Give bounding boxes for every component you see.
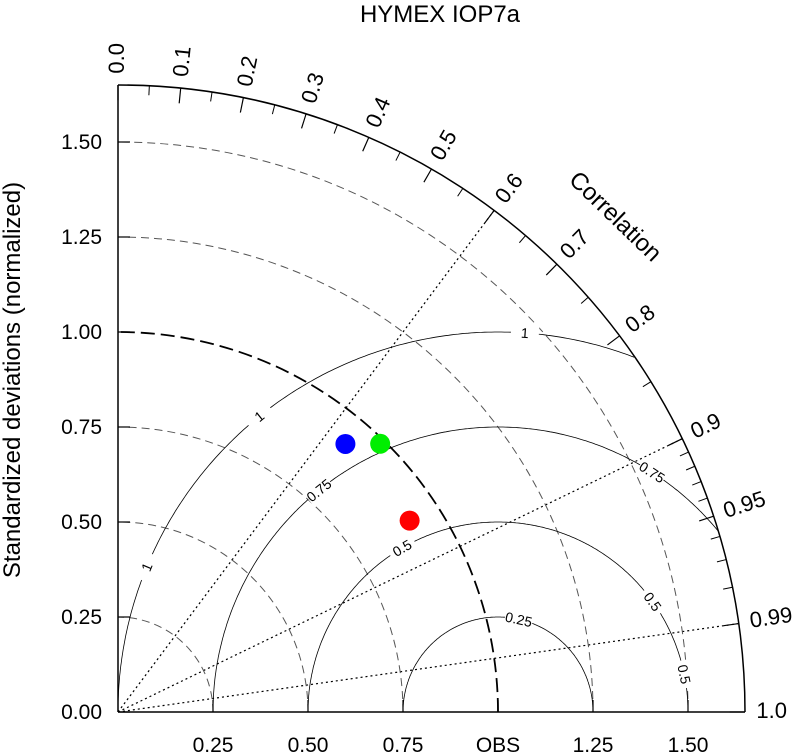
x-tick-label: 1.25 [573, 734, 614, 755]
y-tick-label: 1.50 [61, 131, 102, 154]
correlation-tick [668, 438, 683, 446]
correlation-tick [178, 88, 182, 104]
correlation-tick-label: 0.95 [720, 486, 768, 523]
contour-label-bg [133, 550, 159, 583]
correlation-tick [545, 263, 558, 276]
y-tick-label: 0.25 [61, 606, 102, 629]
correlation-tick [300, 113, 307, 129]
std-arc [117, 426, 404, 713]
correlation-minor-tick [679, 451, 689, 457]
correlation-tick [723, 622, 739, 627]
correlation-tick-label: 0.7 [555, 224, 594, 263]
correlation-minor-tick [457, 188, 464, 197]
correlation-tick-label: 0.5 [425, 126, 462, 165]
correlation-tick-label: 0.9 [686, 408, 724, 444]
correlation-tick-label: 0.8 [620, 299, 659, 337]
correlation-tick [699, 515, 714, 522]
correlation-tick-label: 1.0 [756, 698, 787, 723]
correlation-minor-tick [692, 481, 702, 486]
std-arc [117, 236, 594, 713]
x-tick-label: OBS [476, 734, 520, 755]
std-arc [117, 616, 214, 713]
correlation-minor-tick [333, 124, 338, 134]
rmsd-contour [117, 331, 635, 712]
outer-arc [117, 84, 746, 713]
y-tick-label: 0.50 [61, 511, 102, 534]
rmsd-contour [402, 616, 594, 712]
y-tick-label: 1.25 [61, 226, 102, 249]
correlation-minor-tick [685, 465, 696, 471]
contour-label-bg [636, 457, 669, 486]
y-tick-label: 0.75 [61, 416, 102, 439]
x-tick-label: 1.50 [668, 734, 709, 755]
contour-label: 0.75 [636, 458, 668, 486]
rmsd-contour [212, 426, 719, 712]
rmsd-contour [307, 521, 689, 712]
std-arc [117, 521, 309, 713]
contour-label: 0.25 [504, 609, 534, 631]
correlation-tick [423, 168, 433, 183]
contour-label: 1 [520, 325, 529, 342]
x-tick-label: 0.50 [288, 734, 329, 755]
data-point [399, 510, 420, 531]
correlation-minor-tick [716, 559, 727, 563]
correlation-minor-tick [580, 296, 589, 304]
y-tick-label: 1.00 [61, 321, 102, 344]
correlation-tick-label: 0.6 [490, 168, 528, 207]
correlation-minor-tick [698, 497, 708, 502]
contour-label-bg [385, 533, 418, 562]
data-point [335, 433, 356, 454]
contour-label-bg [242, 400, 275, 431]
y-axis-label: Standardized deviations (normalized) [0, 182, 26, 578]
correlation-tick-label: 0.4 [360, 93, 395, 131]
correlation-tick [239, 97, 244, 113]
contour-label-bg [302, 474, 335, 505]
correlation-tick-label: 0.1 [168, 45, 196, 78]
correlation-minor-tick [271, 104, 276, 115]
correlation-minor-tick [710, 535, 721, 540]
correlation-minor-tick [518, 235, 526, 244]
correlation-line [117, 622, 739, 713]
correlation-minor-tick [210, 92, 213, 102]
reference-std-arc [117, 331, 499, 713]
axes [117, 84, 746, 713]
contour-label: 0.5 [674, 663, 694, 685]
contour-label: 0.75 [303, 475, 334, 505]
correlation-tick-label: 0.3 [296, 70, 329, 107]
correlation-minor-tick [723, 586, 733, 590]
correlation-tick [484, 210, 495, 223]
x-tick-label: 0.75 [383, 734, 424, 755]
reference-grid [117, 141, 739, 713]
contour-label-bg [674, 658, 696, 690]
correlation-minor-tick [642, 381, 652, 388]
x-tick-label: 0.25 [193, 734, 234, 755]
correlation-tick-label: 0.2 [232, 54, 263, 89]
correlation-tick [362, 137, 370, 152]
correlation-tick-label: 0.0 [104, 43, 129, 74]
correlation-tick [607, 335, 620, 346]
contour-label-bg [503, 607, 535, 630]
y-tick-label: 0.00 [61, 701, 102, 724]
correlation-tick-label: 0.99 [748, 602, 794, 633]
data-point [370, 433, 391, 454]
correlation-minor-tick [395, 151, 401, 161]
std-arc [117, 141, 689, 713]
contour-label-bg [510, 322, 540, 341]
correlation-line [117, 210, 495, 713]
chart-title: HYMEX IOP7a [360, 1, 521, 28]
data-points [335, 433, 420, 531]
contour-label-bg [638, 584, 669, 618]
